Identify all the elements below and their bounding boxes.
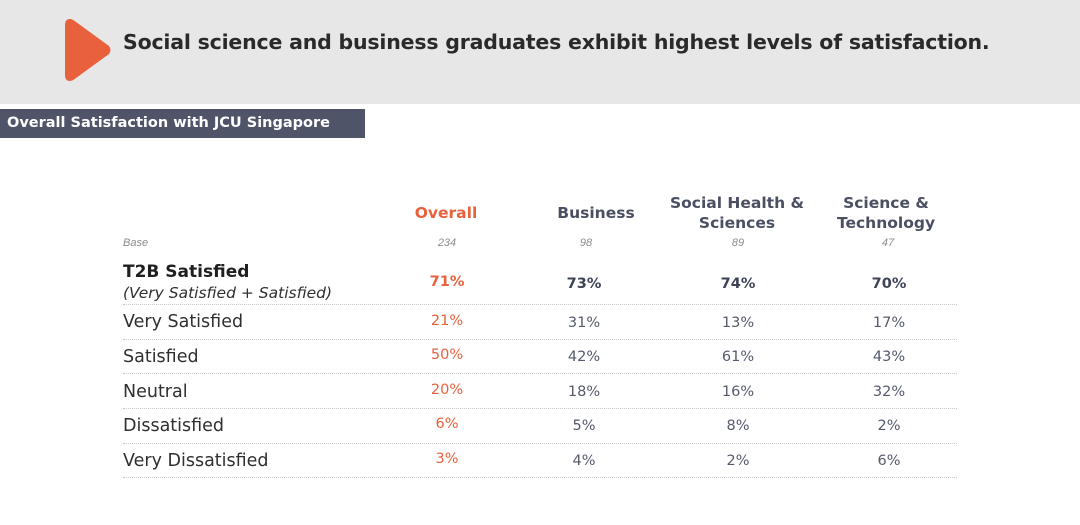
t2b-value-science-tech: 70% (871, 276, 907, 292)
row-divider (123, 443, 957, 444)
column-header-line: Business (557, 204, 635, 222)
cell-science-tech: 6% (877, 453, 901, 469)
cell-science-tech: 2% (877, 418, 901, 434)
row-divider (123, 408, 957, 409)
row-label: Satisfied (123, 347, 199, 367)
column-header-line: Social Health & (669, 194, 805, 212)
t2b-value-social-health: 74% (720, 276, 756, 292)
cell-social-health: 2% (726, 453, 750, 469)
cell-overall: 3% (435, 451, 459, 467)
row-label: Neutral (123, 382, 188, 402)
cell-overall: 21% (430, 313, 464, 329)
cell-business: 31% (567, 315, 601, 331)
cell-overall: 20% (430, 382, 464, 398)
cell-social-health: 61% (721, 349, 755, 365)
row-label: Very Satisfied (123, 312, 244, 332)
column-header-business: Business (546, 203, 646, 223)
cell-science-tech: 17% (872, 315, 906, 331)
cell-science-tech: 32% (872, 384, 906, 400)
cell-social-health: 16% (721, 384, 755, 400)
base-value: 98 (579, 237, 593, 249)
cell-social-health: 13% (721, 315, 755, 331)
column-header-line: Technology (836, 214, 936, 232)
section-tag: Overall Satisfaction with JCU Singapore (0, 109, 365, 138)
page-title: Social science and business graduates ex… (123, 30, 990, 54)
play-triangle-icon (65, 19, 111, 81)
t2b-value-business: 73% (566, 276, 602, 292)
t2b-value-overall: 71% (429, 274, 465, 290)
t2b-sublabel: (Very Satisfied + Satisfied) (123, 284, 333, 302)
cell-social-health: 8% (726, 418, 750, 434)
header-band (0, 0, 1080, 104)
column-header-line: Overall (414, 204, 478, 222)
row-divider (123, 477, 957, 478)
cell-business: 5% (572, 418, 596, 434)
cell-overall: 6% (435, 416, 459, 432)
column-header-science-technology: Science & Technology (821, 193, 951, 233)
cell-overall: 50% (430, 347, 464, 363)
cell-business: 4% (572, 453, 596, 469)
cell-business: 42% (567, 349, 601, 365)
column-header-line: Science & (843, 194, 929, 212)
cell-business: 18% (567, 384, 601, 400)
column-header-line: Sciences (698, 214, 776, 232)
row-divider (123, 304, 957, 305)
row-divider (123, 339, 957, 340)
base-value: 89 (731, 237, 745, 249)
base-label: Base (123, 237, 149, 249)
row-divider (123, 373, 957, 374)
row-label: Very Dissatisfied (123, 451, 269, 471)
row-label: Dissatisfied (123, 416, 225, 436)
cell-science-tech: 43% (872, 349, 906, 365)
base-value: 47 (881, 237, 895, 249)
column-header-overall: Overall (396, 203, 496, 223)
t2b-label: T2B Satisfied (123, 262, 250, 282)
base-value: 234 (437, 237, 457, 249)
column-header-social-health-sciences: Social Health & Sciences (667, 193, 807, 233)
